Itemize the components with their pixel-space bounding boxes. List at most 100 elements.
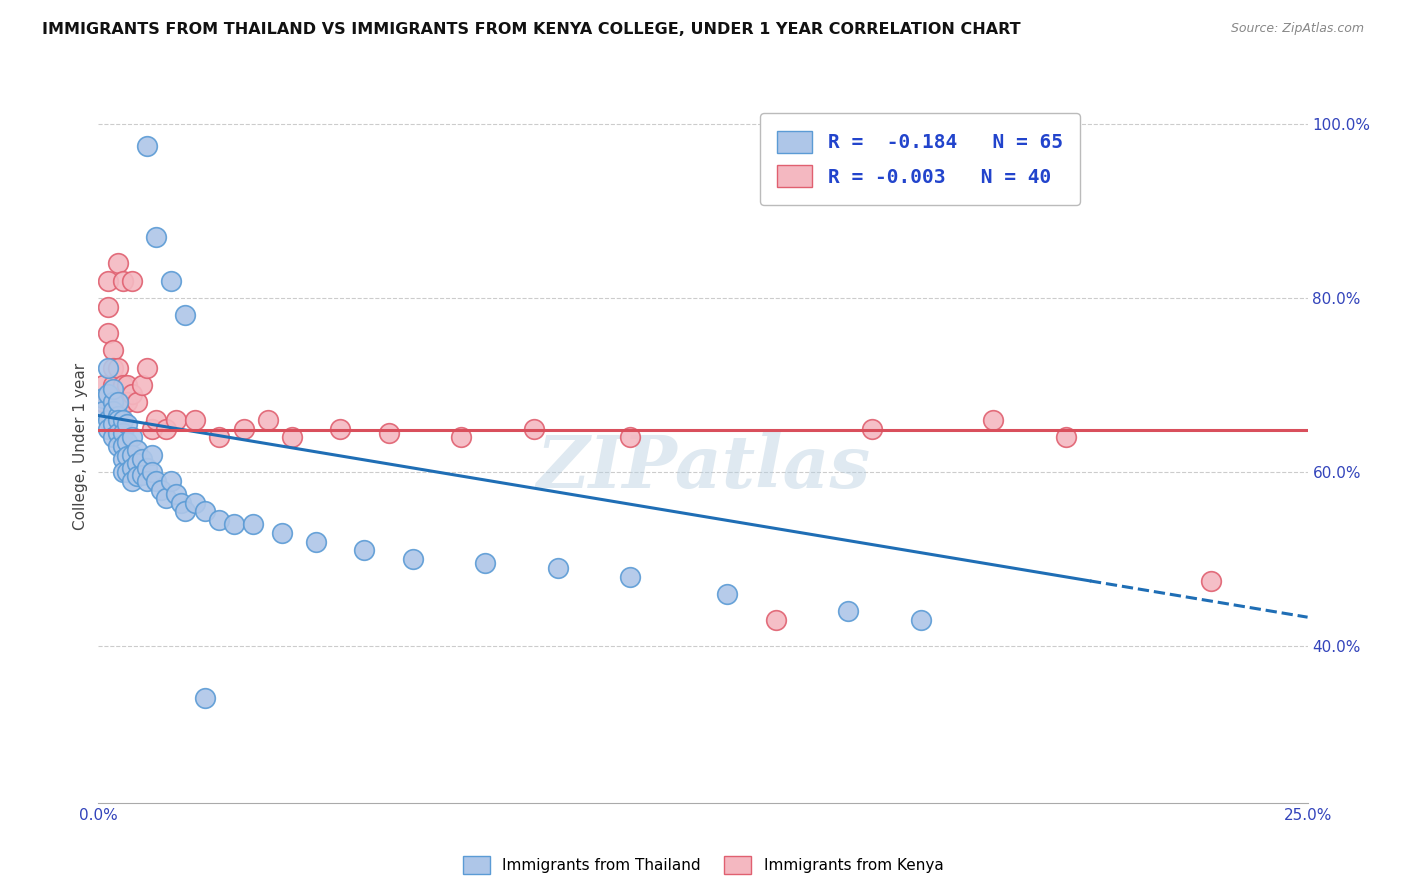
Point	[101, 417, 124, 432]
Point	[97, 360, 120, 375]
Point	[165, 487, 187, 501]
Point	[111, 452, 134, 467]
Text: Source: ZipAtlas.com: Source: ZipAtlas.com	[1230, 22, 1364, 36]
Text: ZIPatlas: ZIPatlas	[536, 432, 870, 503]
Point	[135, 474, 157, 488]
Point	[377, 425, 399, 440]
Point	[101, 378, 124, 392]
Point	[222, 517, 245, 532]
Point	[329, 421, 352, 435]
Point	[141, 448, 163, 462]
Point	[111, 425, 134, 440]
Point	[101, 404, 124, 418]
Point	[97, 421, 120, 435]
Point	[474, 557, 496, 571]
Point	[194, 691, 217, 706]
Text: IMMIGRANTS FROM THAILAND VS IMMIGRANTS FROM KENYA COLLEGE, UNDER 1 YEAR CORRELAT: IMMIGRANTS FROM THAILAND VS IMMIGRANTS F…	[42, 22, 1021, 37]
Point	[860, 421, 883, 435]
Point	[111, 378, 134, 392]
Point	[91, 404, 114, 418]
Point	[101, 383, 124, 397]
Point	[117, 378, 139, 392]
Point	[107, 439, 129, 453]
Point	[547, 561, 569, 575]
Point	[135, 360, 157, 375]
Point	[127, 443, 149, 458]
Point	[305, 534, 328, 549]
Point	[256, 413, 278, 427]
Point	[160, 474, 183, 488]
Point	[107, 425, 129, 440]
Point	[402, 552, 425, 566]
Point	[981, 413, 1004, 427]
Point	[208, 430, 231, 444]
Point	[97, 413, 120, 427]
Point	[155, 491, 177, 506]
Point	[155, 421, 177, 435]
Point	[208, 513, 231, 527]
Point	[127, 395, 149, 409]
Point	[111, 274, 134, 288]
Point	[837, 604, 859, 618]
Point	[117, 465, 139, 479]
Y-axis label: College, Under 1 year: College, Under 1 year	[73, 362, 89, 530]
Point	[135, 138, 157, 153]
Point	[121, 430, 143, 444]
Point	[97, 386, 120, 401]
Point	[232, 421, 254, 435]
Point	[121, 474, 143, 488]
Point	[619, 430, 641, 444]
Point	[111, 465, 134, 479]
Point	[127, 457, 149, 471]
Point	[910, 613, 932, 627]
Point	[107, 395, 129, 409]
Point	[121, 386, 143, 401]
Point	[97, 300, 120, 314]
Point	[450, 430, 472, 444]
Point	[117, 417, 139, 432]
Point	[107, 409, 129, 423]
Point	[165, 413, 187, 427]
Point	[141, 421, 163, 435]
Legend: R =  -0.184   N = 65, R = -0.003   N = 40: R = -0.184 N = 65, R = -0.003 N = 40	[759, 113, 1080, 205]
Point	[281, 430, 304, 444]
Point	[184, 413, 207, 427]
Point	[145, 474, 167, 488]
Point	[101, 343, 124, 358]
Point	[97, 326, 120, 340]
Point	[107, 256, 129, 270]
Point	[117, 395, 139, 409]
Point	[184, 495, 207, 509]
Point	[107, 360, 129, 375]
Point	[145, 230, 167, 244]
Legend: Immigrants from Thailand, Immigrants from Kenya: Immigrants from Thailand, Immigrants fro…	[457, 850, 949, 880]
Point	[523, 421, 546, 435]
Point	[121, 448, 143, 462]
Point	[107, 413, 129, 427]
Point	[101, 360, 124, 375]
Point	[169, 495, 191, 509]
Point	[107, 395, 129, 409]
Point	[131, 378, 153, 392]
Point	[242, 517, 264, 532]
Point	[97, 274, 120, 288]
Point	[131, 452, 153, 467]
Point	[101, 430, 124, 444]
Point	[111, 439, 134, 453]
Point	[127, 469, 149, 483]
Point	[174, 504, 197, 518]
Point	[1054, 430, 1077, 444]
Point	[121, 274, 143, 288]
Point	[353, 543, 375, 558]
Point	[150, 483, 173, 497]
Point	[141, 465, 163, 479]
Point	[160, 274, 183, 288]
Point	[111, 413, 134, 427]
Point	[135, 460, 157, 475]
Point	[91, 391, 114, 405]
Point	[131, 467, 153, 482]
Point	[91, 378, 114, 392]
Point	[194, 504, 217, 518]
Point	[1199, 574, 1222, 588]
Point	[145, 413, 167, 427]
